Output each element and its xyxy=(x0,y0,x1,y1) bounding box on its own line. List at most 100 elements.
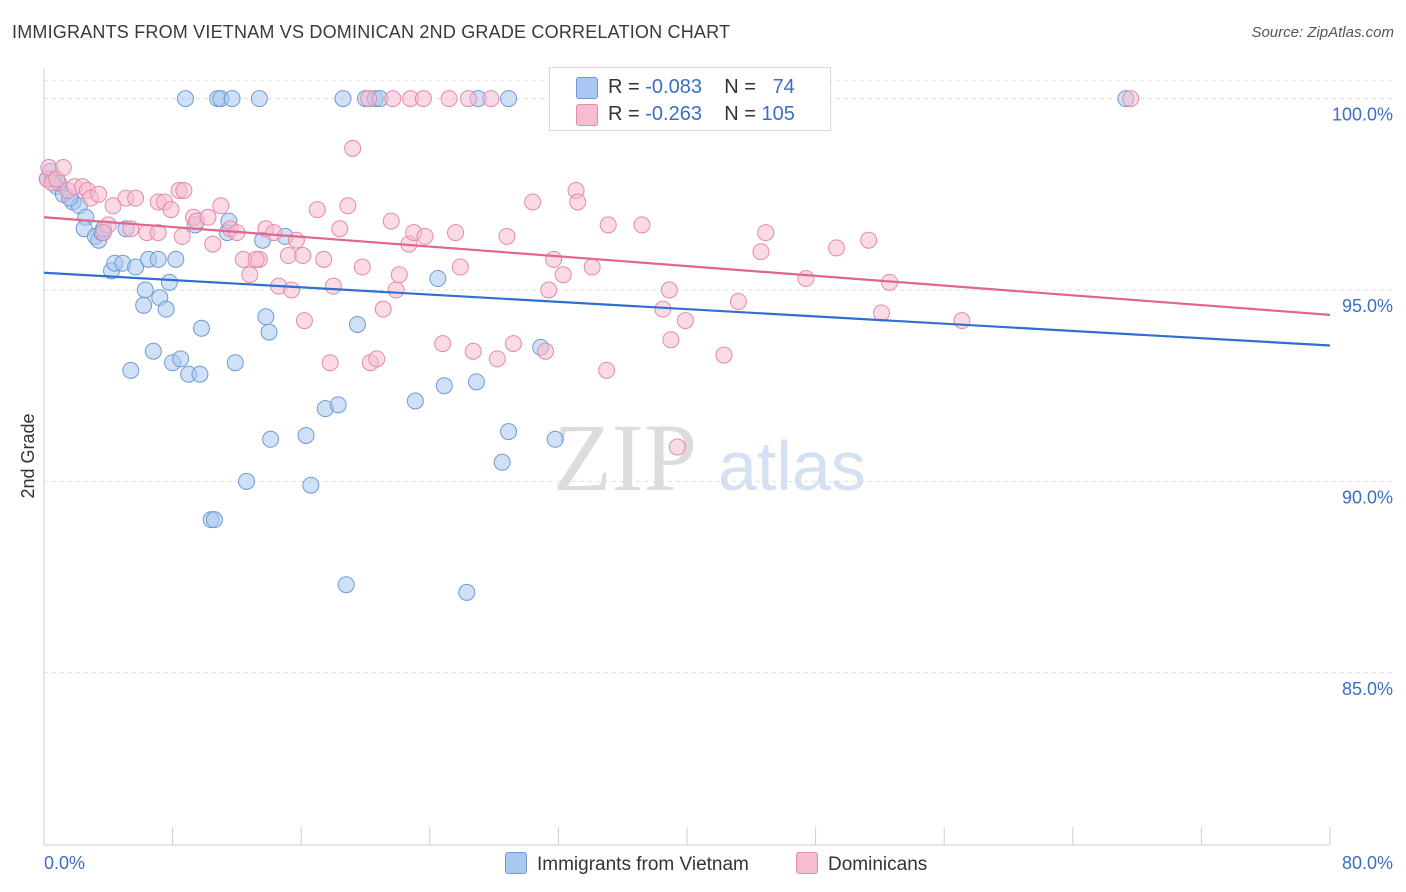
vietnam-point xyxy=(337,576,355,594)
vietnam-point xyxy=(302,476,320,494)
y-tick-label: 90.0% xyxy=(1342,487,1393,507)
vietnam-point xyxy=(257,308,275,326)
y-axis-title: 2nd Grade xyxy=(18,413,38,498)
vietnam-point xyxy=(160,273,178,291)
dominican-point xyxy=(127,189,145,207)
dominican-trend-line xyxy=(43,216,1331,316)
dominican-point xyxy=(797,270,815,288)
dominican-point xyxy=(827,239,845,257)
dominican-point xyxy=(537,342,555,360)
vietnam-point xyxy=(157,300,175,318)
source-label: Source: ZipAtlas.com xyxy=(1251,24,1394,41)
dominican-point xyxy=(540,281,558,299)
dominican-point xyxy=(434,335,452,353)
dominican-point xyxy=(660,281,678,299)
y-tick-label: 85.0% xyxy=(1342,679,1393,699)
vietnam-point xyxy=(223,90,241,108)
dominican-point xyxy=(90,185,108,203)
dominican-point xyxy=(382,212,400,230)
watermark-atlas: atlas xyxy=(718,427,866,505)
dominican-point xyxy=(451,258,469,276)
dominican-point xyxy=(199,208,217,226)
dominican-point xyxy=(752,243,770,261)
dominican-point xyxy=(295,312,313,330)
vietnam-point xyxy=(149,250,167,268)
vietnam-point xyxy=(546,430,564,448)
axes xyxy=(43,68,1331,846)
dominican-point xyxy=(149,224,167,242)
legend-row-dominicans: R = -0.263 N = 105 xyxy=(550,101,830,127)
grid-lines xyxy=(44,80,1395,674)
dominican-point xyxy=(598,361,616,379)
legend-text-dominicans: R = -0.263 N = 105 xyxy=(608,103,795,126)
dominican-point xyxy=(387,281,405,299)
r-label: R = xyxy=(608,76,640,98)
dominican-point xyxy=(715,346,733,364)
vietnam-point xyxy=(262,430,280,448)
dominican-point xyxy=(212,197,230,215)
vietnam-point xyxy=(176,90,194,108)
dominican-point xyxy=(390,266,408,284)
dominican-point xyxy=(353,258,371,276)
vietnam-point xyxy=(122,361,140,379)
dominican-point xyxy=(524,193,542,211)
dominican-point xyxy=(374,300,392,318)
vietnam-point xyxy=(191,365,209,383)
dominican-point xyxy=(175,181,193,199)
x-tick-label-min: 0.0% xyxy=(44,853,85,873)
dominican-point xyxy=(1122,90,1140,108)
watermark: ZIP atlas xyxy=(553,404,866,511)
dominican-point xyxy=(324,277,342,295)
r-label: R = xyxy=(608,103,640,125)
bottom-legend-dominicans: Dominicans xyxy=(796,852,927,876)
vietnam-point xyxy=(144,342,162,360)
dominican-point xyxy=(676,312,694,330)
bottom-swatch-vietnam xyxy=(505,852,527,874)
dominican-point xyxy=(241,266,259,284)
dominican-point xyxy=(599,216,617,234)
dominican-point xyxy=(464,342,482,360)
dominican-point xyxy=(368,350,386,368)
dominican-point xyxy=(204,235,222,253)
dominican-point xyxy=(94,224,112,242)
dominican-point xyxy=(504,335,522,353)
vietnam-point xyxy=(167,250,185,268)
vietnam-point xyxy=(348,315,366,333)
dominican-point xyxy=(308,201,326,219)
vietnam-point xyxy=(500,423,518,441)
dominican-point xyxy=(583,258,601,276)
trend-lines xyxy=(43,216,1331,347)
dominican-point xyxy=(953,312,971,330)
vietnam-point xyxy=(467,373,485,391)
vietnam-point xyxy=(205,511,223,529)
legend-row-vietnam: R = -0.083 N = 74 xyxy=(550,74,830,100)
dominican-point xyxy=(279,247,297,265)
dominican-point xyxy=(554,266,572,284)
dominican-point xyxy=(294,247,312,265)
vietnam-point xyxy=(493,453,511,471)
vietnam-point xyxy=(172,350,190,368)
x-tick-label-max: 80.0% xyxy=(1342,853,1393,873)
vietnam-point xyxy=(260,323,278,341)
legend-text-vietnam: R = -0.083 N = 74 xyxy=(608,76,795,99)
dominican-point xyxy=(668,438,686,456)
dominican-point xyxy=(265,224,283,242)
chart-title: IMMIGRANTS FROM VIETNAM VS DOMINICAN 2ND… xyxy=(12,22,731,42)
vietnam-point xyxy=(406,392,424,410)
vietnam-point xyxy=(297,426,315,444)
r-value: -0.083 xyxy=(645,76,702,98)
dominican-point xyxy=(498,227,516,245)
data-points xyxy=(38,90,1140,601)
vietnam-point xyxy=(334,90,352,108)
dominican-point xyxy=(283,281,301,299)
dominican-point xyxy=(162,201,180,219)
vietnam-point xyxy=(135,296,153,314)
bottom-legend-label-dominicans: Dominicans xyxy=(828,854,928,875)
dominican-point xyxy=(321,354,339,372)
dominican-point xyxy=(247,250,265,268)
dominican-point xyxy=(414,90,432,108)
dominican-point xyxy=(873,304,891,322)
r-value: -0.263 xyxy=(645,103,702,125)
n-label: N = xyxy=(724,76,756,98)
